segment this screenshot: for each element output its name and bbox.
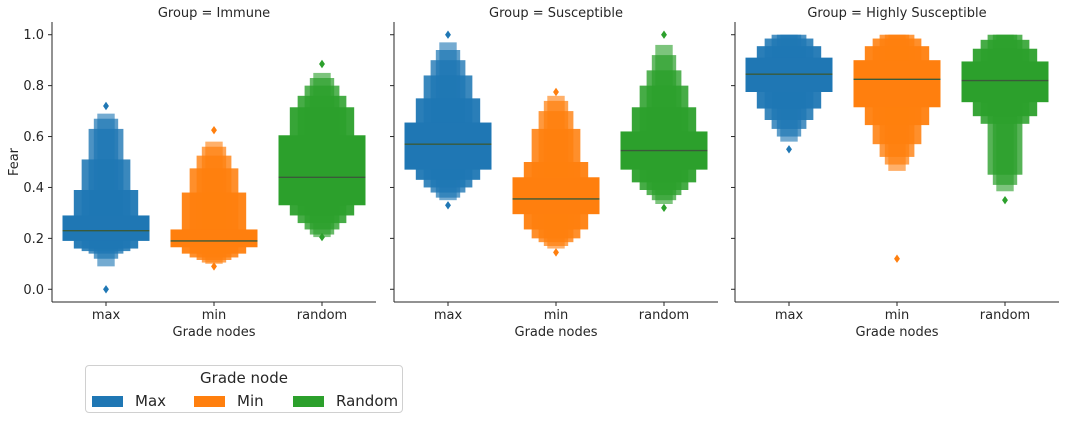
- legend-swatch-max: [92, 395, 123, 407]
- outlier-point-min-0: [894, 254, 900, 263]
- outlier-point-max-0: [103, 285, 109, 294]
- y-tick-label: 1.0: [23, 28, 44, 43]
- x-axis-label-2: Grade nodes: [856, 325, 939, 340]
- outlier-point-random-0: [1002, 195, 1008, 205]
- letter-value-box-min-0: [853, 60, 941, 108]
- outlier-point-min-0: [553, 248, 559, 257]
- letter-value-box-min-0: [170, 229, 258, 248]
- outlier-point-min-1: [553, 87, 559, 97]
- x-tick-label: random: [980, 308, 1030, 323]
- letter-value-box-max-0: [404, 122, 492, 170]
- x-axis-label-0: Grade nodes: [173, 325, 256, 340]
- y-tick-label: 0.2: [23, 232, 44, 247]
- legend-swatch-min: [194, 395, 225, 407]
- outlier-point-max-1: [103, 101, 109, 111]
- y-tick-label: 0.4: [23, 181, 44, 196]
- legend-label-max: Max: [135, 392, 167, 410]
- x-tick-label: min: [885, 308, 910, 323]
- x-tick-label: max: [775, 308, 804, 323]
- x-tick-label: random: [297, 308, 347, 323]
- x-axis-label-1: Grade nodes: [515, 325, 598, 340]
- outlier-point-max-1: [445, 30, 451, 39]
- outlier-point-min-1: [211, 125, 217, 135]
- outlier-point-random-0: [319, 232, 325, 242]
- x-tick-label: min: [544, 308, 569, 323]
- y-tick-label: 0.8: [23, 79, 44, 94]
- panel-title-2: Group = Highly Susceptible: [807, 6, 986, 21]
- legend-swatch-random: [293, 395, 324, 407]
- letter-value-box-random-0: [278, 135, 366, 206]
- legend-entry-min: Min: [194, 392, 264, 410]
- outlier-point-random-1: [319, 59, 325, 69]
- x-tick-label: min: [202, 308, 227, 323]
- x-tick-label: max: [434, 308, 463, 323]
- panel-title-1: Group = Susceptible: [489, 6, 623, 21]
- outlier-point-min-0: [211, 262, 217, 271]
- x-tick-label: max: [92, 308, 121, 323]
- outlier-point-random-0: [661, 203, 667, 213]
- x-tick-label: random: [639, 308, 689, 323]
- panel-title-0: Group = Immune: [158, 6, 270, 21]
- legend-label-random: Random: [336, 392, 399, 410]
- y-axis-label: Fear: [7, 147, 22, 176]
- y-tick-label: 0.0: [23, 283, 44, 298]
- outlier-point-max-0: [786, 145, 792, 154]
- letter-value-box-random-0: [961, 61, 1049, 103]
- legend-title: Grade node: [200, 369, 288, 387]
- letter-value-box-min-0: [512, 177, 600, 215]
- legend-entry-max: Max: [92, 392, 166, 410]
- outlier-point-random-1: [661, 30, 667, 39]
- legend-label-min: Min: [237, 392, 264, 410]
- legend: Grade node Max Min Random: [85, 365, 403, 413]
- y-tick-label: 0.6: [23, 130, 44, 145]
- legend-entry-random: Random: [293, 392, 398, 410]
- outlier-point-max-0: [445, 201, 451, 210]
- letter-value-box-max-0: [62, 215, 150, 241]
